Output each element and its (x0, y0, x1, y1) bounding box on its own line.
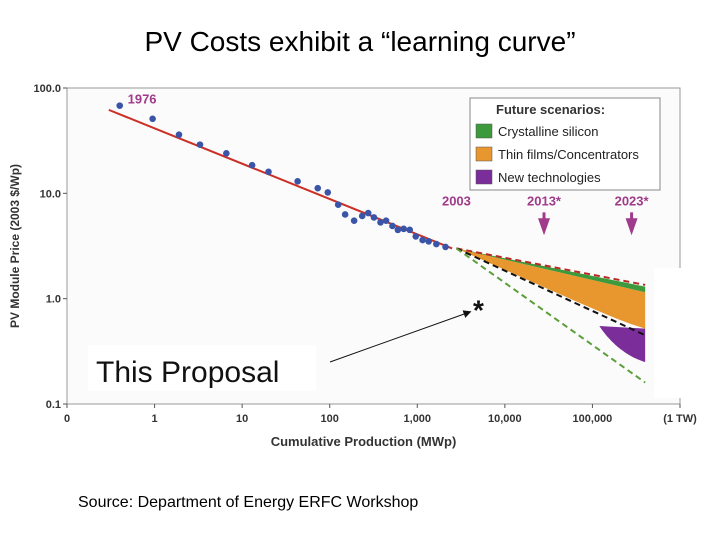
legend-swatch (475, 169, 493, 185)
crystalline-silicon-band (456, 248, 646, 293)
data-point (394, 226, 402, 234)
data-point (406, 226, 414, 234)
x-tick-label: (1 TW) (663, 413, 697, 425)
data-point (196, 141, 204, 148)
proposal-label: This Proposal (96, 356, 279, 389)
x-tick-label: 10 (236, 413, 248, 425)
year-label: 2003 (442, 194, 471, 209)
data-point (389, 222, 396, 230)
legend-swatch (475, 146, 493, 162)
x-tick-label: 100,000 (573, 413, 613, 425)
data-point (419, 236, 426, 244)
down-arrow-icon (538, 218, 551, 236)
y-tick-label: 0.1 (46, 399, 61, 411)
data-point (442, 243, 449, 251)
y-axis-label: PV Module Price (2003 $/Wp) (8, 164, 22, 328)
legend-item-label: Thin films/Concentrators (498, 147, 639, 162)
y-tick-label: 1.0 (46, 294, 61, 306)
dashed-lower-line (455, 247, 646, 384)
legend: Future scenarios: Crystalline silicon Thin… (469, 97, 661, 191)
data-points (116, 102, 449, 251)
y-tick-label: 100.0 (33, 83, 61, 95)
source-caption: Source: Department of Energy ERFC Worksh… (78, 494, 419, 511)
x-tick-label: 0 (64, 413, 70, 425)
proposal-box (88, 345, 316, 391)
thin-films-band (456, 248, 646, 329)
y-axis: 100.0 10.0 1.0 0.1 PV Module Price (2003 $/W… (8, 83, 67, 411)
data-point (175, 131, 183, 139)
new-technologies-band (599, 326, 646, 363)
data-point (364, 209, 372, 217)
x-tick-label: 1 (152, 413, 158, 425)
data-point (433, 240, 440, 248)
x-axis-label: Cumulative Production (MWp) (271, 434, 457, 449)
data-point (314, 184, 322, 192)
proposal-asterisk: * (473, 295, 484, 326)
data-point (149, 115, 156, 123)
data-point (350, 217, 358, 224)
legend-item-label: New technologies (498, 170, 601, 185)
data-point (341, 211, 349, 218)
data-point (412, 233, 420, 240)
data-point (294, 178, 301, 185)
annotations: 1976 2003 2013* 2023* This Proposal * (88, 92, 684, 398)
data-point (324, 189, 332, 196)
x-axis: 0 1 10 100 1,000 10,000 100,000 (1 TW) Cumulativ… (64, 404, 697, 449)
data-point (370, 214, 378, 221)
legend-box (469, 97, 661, 191)
x-tick-label: 100 (321, 413, 339, 425)
learning-curve-chart: 100.0 10.0 1.0 0.1 PV Module Price (2003 $/W… (8, 83, 697, 449)
data-point (248, 161, 256, 169)
x-tick-label: 1,000 (404, 413, 432, 425)
data-point (425, 238, 432, 245)
data-point (358, 212, 366, 220)
legend-item-label: Crystalline silicon (498, 124, 598, 139)
year-label: 2013* (527, 194, 562, 209)
year-label: 2023* (615, 194, 650, 209)
scenario-bands (456, 248, 646, 363)
white-cover (654, 268, 684, 398)
label-1976: 1976 (128, 92, 157, 107)
dashed-upper-line (456, 247, 646, 286)
projection-dashes (455, 247, 646, 384)
data-point (400, 225, 408, 233)
x-tick-label: 10,000 (488, 413, 522, 425)
data-point (382, 217, 390, 224)
slide-title: PV Costs exhibit a “learning curve” (144, 26, 576, 57)
data-point (116, 102, 124, 109)
data-point (265, 168, 272, 176)
proposal-arrow (329, 310, 472, 363)
y-tick-label: 10.0 (40, 188, 61, 200)
dashed-middle-line (456, 247, 646, 337)
data-point (377, 219, 384, 226)
down-arrow-icon (625, 218, 638, 236)
data-point (334, 201, 342, 208)
data-point (223, 149, 230, 157)
legend-swatch (475, 123, 493, 139)
legend-title: Future scenarios: (496, 102, 605, 117)
